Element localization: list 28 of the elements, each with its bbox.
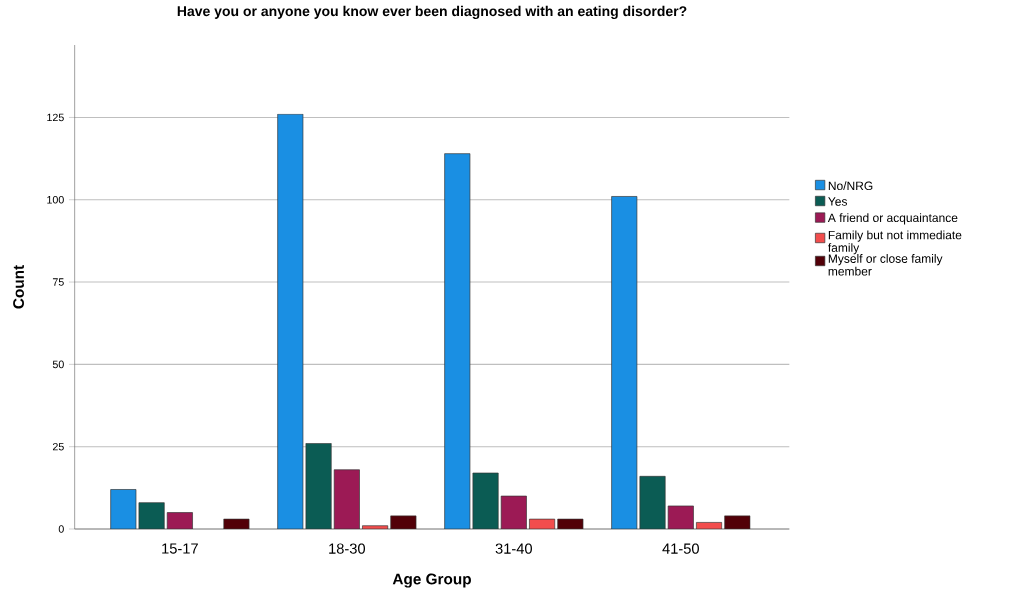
bar: [277, 113, 304, 529]
x-axis-title: Age Group: [392, 573, 471, 588]
legend-label: Yes: [828, 197, 848, 206]
bar: [333, 469, 360, 529]
bar: [444, 153, 471, 529]
bar: [362, 525, 389, 529]
legend-label: Family but not immediate family: [828, 230, 962, 255]
x-tick-label: 18-30: [329, 543, 366, 554]
y-tick-label: 25: [52, 442, 64, 451]
bar: [529, 518, 556, 529]
x-tick-label: 41-50: [662, 543, 699, 554]
y-axis-title: Count: [13, 265, 24, 309]
y-tick-label: 50: [52, 360, 64, 369]
bar: [110, 489, 137, 529]
bar: [166, 512, 193, 529]
legend-label: Myself or close family member: [828, 254, 943, 276]
bar: [611, 196, 638, 529]
x-tick-label: 31-40: [495, 543, 532, 554]
chart-title: Have you or anyone you know ever been diagnosed with an eating disorder?: [177, 5, 687, 19]
y-tick-label: 0: [58, 525, 64, 533]
y-tick-label: 125: [47, 113, 64, 122]
x-tick-label: 15-17: [162, 543, 198, 554]
legend-label: No/NRG: [828, 181, 873, 191]
y-tick-label: 100: [47, 195, 64, 204]
y-tick-label: 75: [52, 278, 64, 286]
bar: [500, 495, 527, 529]
bar: [696, 522, 723, 529]
legend-label: A friend or acquaintance: [827, 213, 958, 225]
